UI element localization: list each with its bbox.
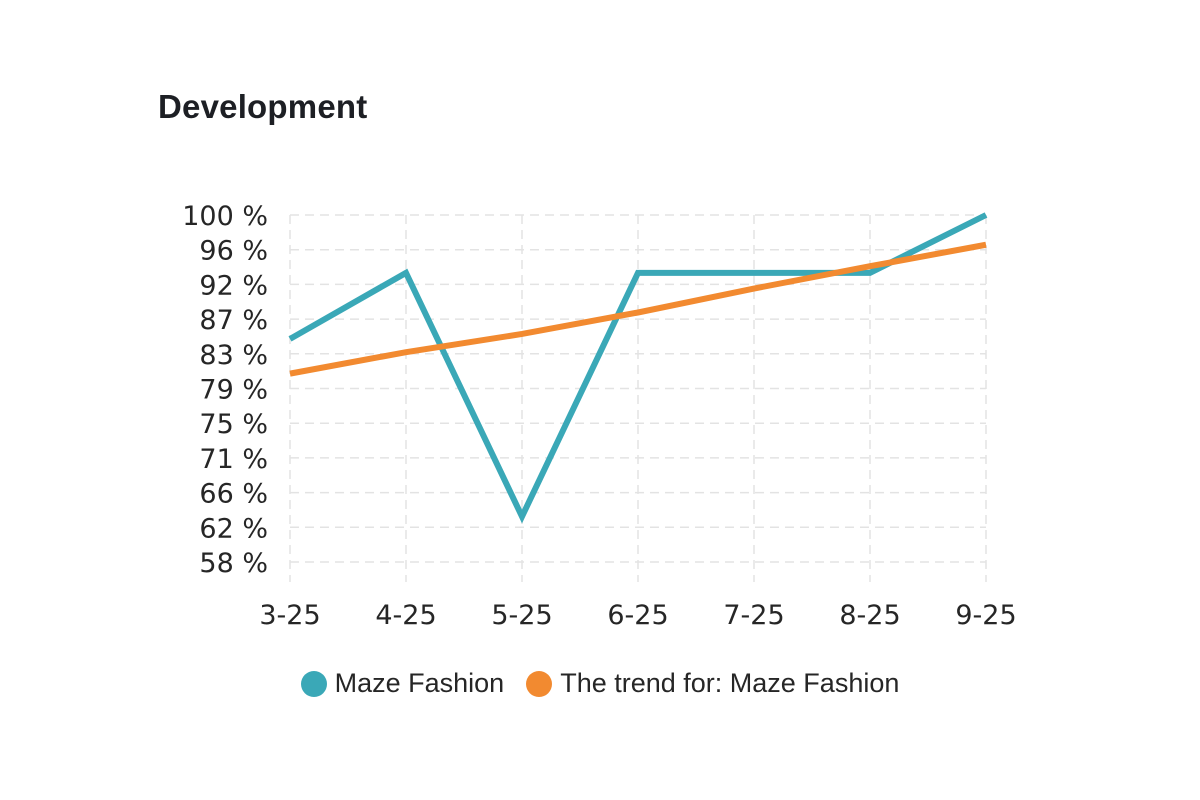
y-tick-label: 92 % <box>199 270 268 301</box>
y-tick-label: 75 % <box>199 409 268 440</box>
legend-marker-icon <box>526 670 553 697</box>
x-tick-label: 7-25 <box>723 600 784 631</box>
grid <box>289 214 987 582</box>
y-tick-label: 62 % <box>199 513 268 544</box>
x-tick-label: 6-25 <box>607 600 668 631</box>
y-tick-label: 87 % <box>199 305 268 336</box>
legend-item-trend[interactable]: The trend for: Maze Fashion <box>526 668 899 699</box>
legend-label: Maze Fashion <box>334 668 505 698</box>
y-axis: 100 % 96 %92 % 87 % 83 % 79 %75 % 71 % 66 %62 … <box>182 201 268 579</box>
x-tick-label: 3-25 <box>259 600 320 631</box>
y-tick-label: 58 % <box>199 548 268 579</box>
x-tick-label: 8-25 <box>839 600 900 631</box>
y-tick-label: 71 % <box>199 444 268 475</box>
x-tick-label: 9-25 <box>955 600 1016 631</box>
y-tick-label: 100 % <box>182 201 268 232</box>
legend-marker-icon <box>300 670 327 697</box>
x-tick-label: 4-25 <box>375 600 436 631</box>
series-line-maze-fashion <box>288 212 988 524</box>
y-tick-label: 83 % <box>199 340 268 371</box>
legend: Maze Fashion The trend for: Maze Fashion <box>0 668 1200 699</box>
chart-title: Development <box>158 88 368 125</box>
x-tick-label: 5-25 <box>491 600 552 631</box>
y-tick-label: 66 % <box>199 479 268 510</box>
y-tick-label: 96 % <box>199 236 268 267</box>
x-axis: 3-25 4-25 5-25 6-25 7-25 8-25 9-25 <box>259 600 1016 631</box>
series-line-trend <box>289 241 987 377</box>
legend-label: The trend for: Maze Fashion <box>560 668 900 698</box>
y-tick-label: 79 % <box>199 375 268 406</box>
series-lines <box>288 212 988 524</box>
legend-item-maze-fashion[interactable]: Maze Fashion <box>300 668 505 699</box>
